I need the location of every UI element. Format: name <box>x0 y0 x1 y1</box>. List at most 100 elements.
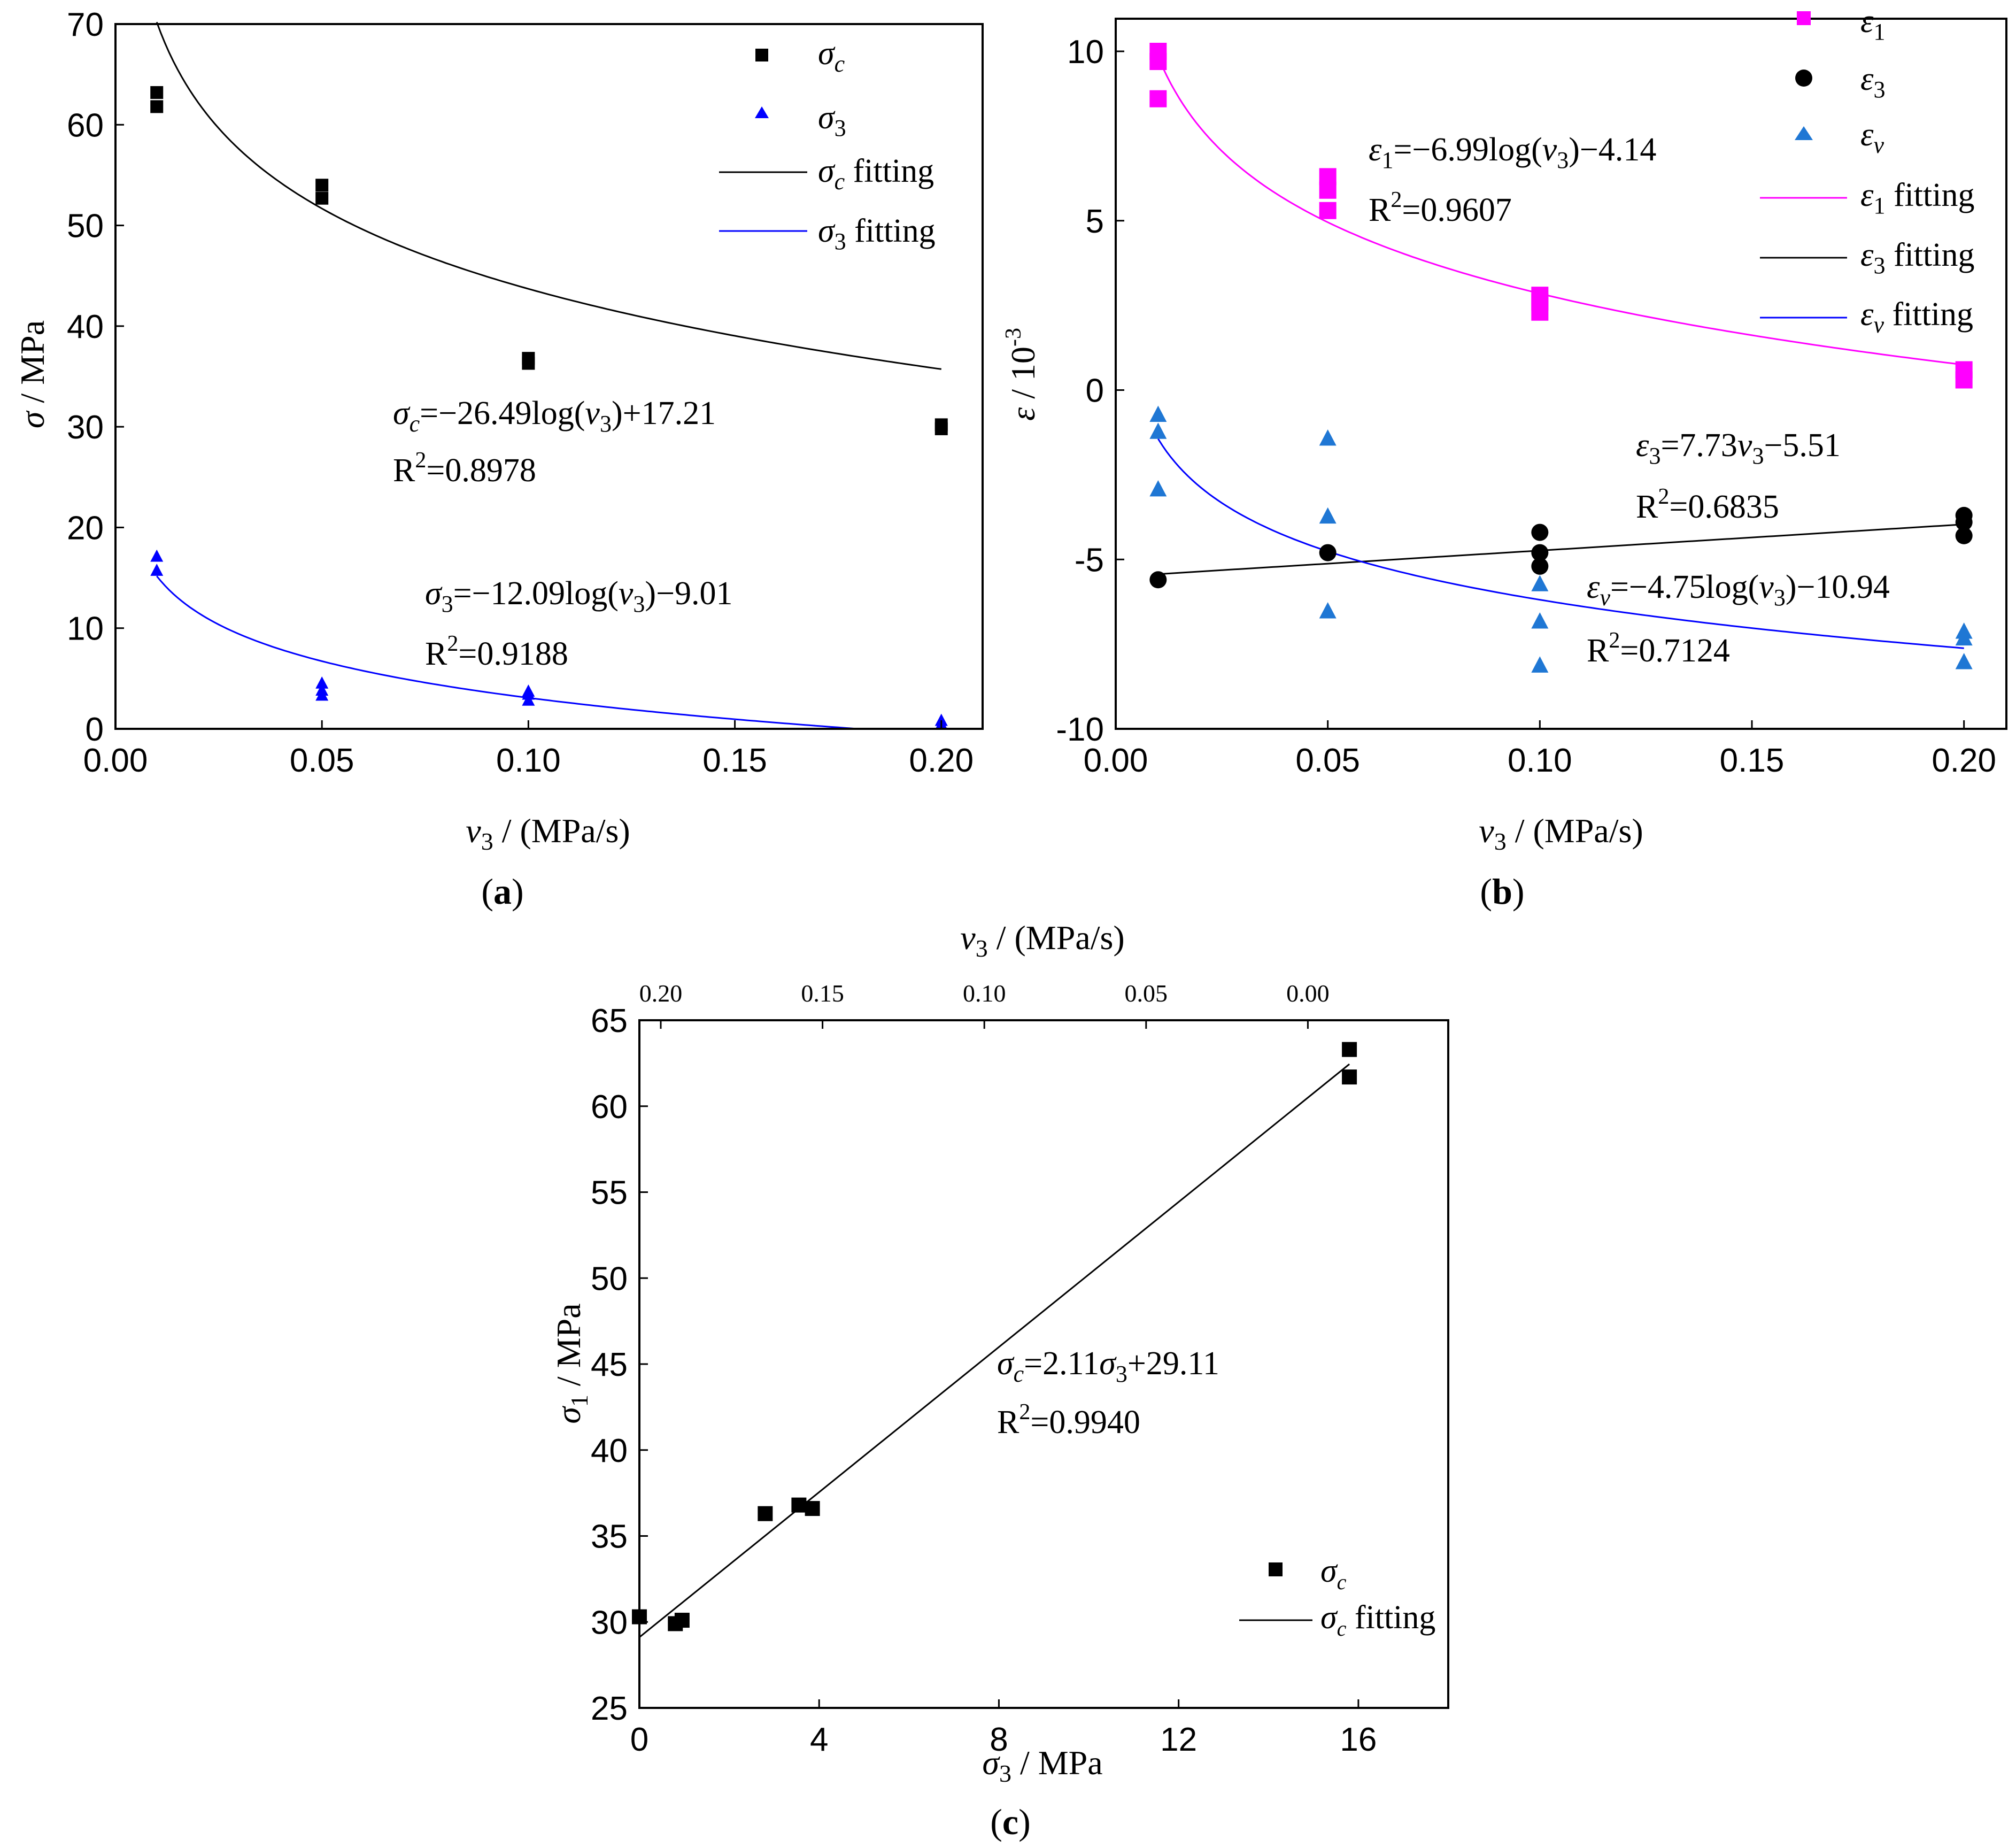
legend-label-sigma-c: σc <box>818 35 845 77</box>
x-tick-label: 0.15 <box>702 742 767 779</box>
data-point-series-1 <box>1955 513 1973 531</box>
top-x-tick-label: 0.20 <box>639 980 683 1007</box>
data-point-series-0 <box>1955 371 1973 389</box>
r2-eps-1: R2=0.9607 <box>1369 188 1512 228</box>
data-point-series-0 <box>315 191 329 205</box>
legend-label-sigma-3-fit: σ3 fitting <box>818 213 936 255</box>
data-point-series-1 <box>1149 571 1167 589</box>
data-point-series-1 <box>150 549 164 562</box>
legend-label-eps-1-fit: ε1 fitting <box>1860 177 1975 219</box>
y-tick-label: 55 <box>591 1175 628 1212</box>
legend-b: ε1 ε3 εv ε1 fitting ε3 fitting εv fittin… <box>1760 3 1975 338</box>
y-tick-label: 30 <box>591 1604 628 1641</box>
x-tick-label: 0.05 <box>290 742 354 779</box>
data-point-series-2 <box>1955 653 1973 669</box>
legend-label-eps-3: ε3 <box>1860 61 1885 103</box>
data-point-series-0 <box>315 179 329 192</box>
legend-marker-sigma-3 <box>755 106 769 118</box>
panel-a: 0.00 0.05 0.10 0.15 0.20 0 10 20 30 40 50 60 70 σc … <box>13 6 984 912</box>
y-tick-label: -5 <box>1075 542 1104 579</box>
x-tick-label: 0.10 <box>496 742 561 779</box>
r2-eps-v: R2=0.7124 <box>1587 628 1730 669</box>
x-tick-label: 0.05 <box>1295 742 1360 779</box>
x-tick-label: 4 <box>810 1721 828 1758</box>
y-tick-label: 60 <box>591 1089 628 1126</box>
y-axis-label-a: σ / MPa <box>13 320 51 428</box>
legend-c: σc σc fitting <box>1239 1553 1435 1641</box>
data-point-series-0 <box>1149 53 1167 71</box>
equation-sigma-3: σ3=−12.09log(v3)−9.01 <box>425 575 733 617</box>
x-tick-label: 0.10 <box>1508 742 1572 779</box>
panel-c: 0 4 8 12 16 25 30 35 40 45 50 55 60 65 0.20 0.15 0.10 0… <box>550 919 1449 1842</box>
legend-label-eps-v-fit: εv fitting <box>1860 296 1973 338</box>
data-point-series-2 <box>1319 602 1337 619</box>
y-tick-label: 40 <box>591 1433 628 1469</box>
equation-eps-3: ε3=7.73v3−5.51 <box>1636 427 1841 469</box>
y-tick-label: 20 <box>67 510 104 546</box>
data-point-series-1 <box>1955 527 1973 544</box>
data-point-series-0 <box>1319 181 1337 199</box>
data-point-series-0 <box>150 100 164 113</box>
y-tick-label: 30 <box>67 409 104 446</box>
panel-b: 0.00 0.05 0.10 0.15 0.20 -10 -5 0 5 10 ε1 ε3 εv … <box>1001 3 2007 912</box>
fit-line-1 <box>1158 523 1964 575</box>
x-axis-label-a: v3 / (MPa/s) <box>466 812 630 855</box>
legend-marker-sigma-c <box>1269 1562 1283 1576</box>
x-tick-label: 8 <box>990 1721 1008 1758</box>
data-point-series-0 <box>791 1497 807 1513</box>
x-tick-label: 16 <box>1340 1721 1377 1758</box>
x-tick-label: 0.20 <box>909 742 974 779</box>
equation-eps-1: ε1=−6.99log(v3)−4.14 <box>1369 132 1656 173</box>
x-axis-label-c: σ3 / MPa <box>982 1744 1102 1787</box>
data-point-series-1 <box>1319 544 1337 561</box>
data-point-series-2 <box>1955 629 1973 646</box>
plot-frame <box>114 23 984 730</box>
legend-label-sigma-c-fit: σc fitting <box>1320 1599 1435 1641</box>
x-tick-label: 0 <box>630 1721 648 1758</box>
panel-label-c: (c) <box>990 1801 1031 1842</box>
data-point-series-0 <box>1342 1069 1357 1085</box>
y-tick-label: 50 <box>67 208 104 245</box>
legend-label-eps-3-fit: ε3 fitting <box>1860 237 1975 279</box>
data-point-series-1 <box>1531 557 1549 575</box>
data-point-series-2 <box>1319 507 1337 524</box>
y-axis-label-c: σ1 / MPa <box>550 1303 593 1423</box>
data-point-series-1 <box>315 676 329 689</box>
legend-label-eps-1: ε1 <box>1860 3 1885 45</box>
y-tick-label: 10 <box>67 611 104 648</box>
top-x-tick-label: 0.10 <box>963 980 1006 1007</box>
data-point-series-2 <box>1319 429 1337 446</box>
y-axis-label-b: ε / 10-3 <box>1001 328 1042 421</box>
r2-eps-3: R2=0.6835 <box>1636 484 1779 525</box>
data-point-series-0 <box>522 357 535 370</box>
data-point-series-1 <box>150 564 164 576</box>
data-point-series-1 <box>1531 523 1549 541</box>
top-x-tick-label: 0.15 <box>801 980 844 1007</box>
data-point-series-2 <box>1149 480 1167 497</box>
data-point-series-0 <box>805 1501 820 1516</box>
y-tick-label: 70 <box>67 6 104 43</box>
y-tick-label: 10 <box>1067 34 1104 71</box>
y-tick-label: 0 <box>86 711 104 748</box>
x-axis-label-b: v3 / (MPa/s) <box>1479 812 1643 855</box>
legend-label-sigma-c-fit: σc fitting <box>818 153 934 195</box>
data-point-series-2 <box>1531 612 1549 629</box>
equation-eps-v: εv=−4.75log(v3)−10.94 <box>1587 569 1890 611</box>
x-tick-label: 0.20 <box>1932 742 1996 779</box>
fit-line-0 <box>639 1063 1350 1638</box>
equation-sigma-c-linear: σc=2.11σ3+29.11 <box>997 1345 1219 1387</box>
fit-line-1 <box>156 575 855 730</box>
data-point-series-0 <box>674 1613 690 1628</box>
panel-label-b: (b) <box>1480 871 1524 912</box>
data-point-series-0 <box>934 422 948 435</box>
fit-line-2 <box>1157 438 1964 649</box>
y-tick-label: 60 <box>67 107 104 144</box>
legend-label-sigma-3: σ3 <box>818 99 846 141</box>
y-tick-label: 5 <box>1086 203 1104 240</box>
legend-marker-sigma-c <box>755 49 768 61</box>
x-tick-label: 0.15 <box>1720 742 1785 779</box>
data-point-series-1 <box>522 693 535 706</box>
data-point-series-0 <box>1319 202 1337 219</box>
y-tick-label: 50 <box>591 1260 628 1297</box>
